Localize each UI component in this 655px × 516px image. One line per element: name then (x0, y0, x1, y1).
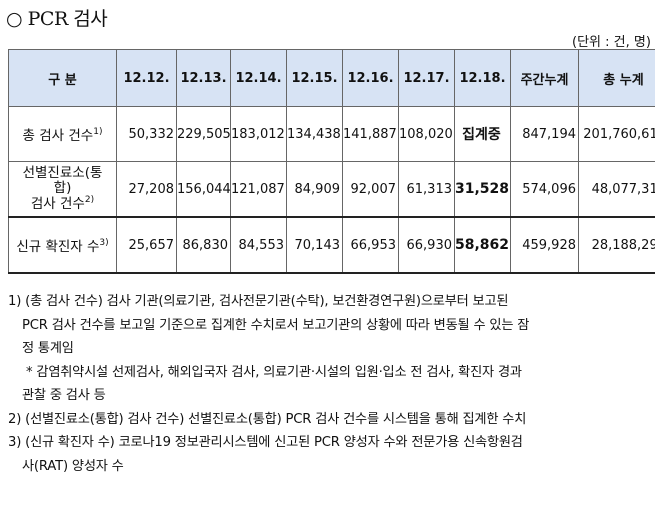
table-cell: 86,830 (176, 216, 231, 274)
footnote-1-line: 정 통계임 (22, 341, 74, 356)
table-row: 총 검사 건수1) 50,332 229,505 183,012 134,438… (8, 106, 655, 162)
footnote-3-line: 사(RAT) 양성자 수 (22, 458, 124, 474)
header-cell-date: 12.16. (342, 49, 399, 107)
footnote-1-line: 1) (총 검사 건수) 검사 기관(의료기관, 검사전문기관(수탁), 보건환… (8, 294, 509, 309)
footnote-1-line: PCR 검사 건수를 보고일 기준으로 집계한 수치로서 보고기관의 상황에 따… (22, 317, 530, 333)
row-label-new-cases: 신규 확진자 수3) (8, 216, 117, 274)
table-cell: 25,657 (116, 216, 177, 274)
table-cell-highlight: 31,528 (454, 161, 511, 218)
table-cell: 134,438 (286, 106, 343, 162)
table-cell: 847,194 (510, 106, 579, 162)
header-cell-date: 12.12. (116, 49, 177, 107)
unit-label: (단위 : 건, 명) (572, 35, 651, 50)
header-cell-weekly-total: 주간누계 (510, 49, 579, 107)
table-cell: 459,928 (510, 216, 579, 274)
table-cell: 66,930 (398, 216, 455, 274)
table-cell: 183,012 (230, 106, 287, 162)
table-cell-pending: 집계중 (454, 106, 511, 162)
table-cell: 201,760,615 (578, 106, 655, 162)
header-cell-date: 12.14. (230, 49, 287, 107)
section-title: ○ PCR 검사 (6, 8, 108, 30)
header-cell-date: 12.18. (454, 49, 511, 107)
footnote-3-line: 3) (신규 확진자 수) 코로나19 정보관리시스템에 신고된 PCR 양성자… (8, 435, 523, 450)
table-cell: 61,313 (398, 161, 455, 218)
table-cell: 108,020 (398, 106, 455, 162)
footnote-2: 2) (선별진료소(통합) 검사 건수) 선별진료소(통합) PCR 검사 건수… (8, 411, 527, 427)
header-cell-date: 12.17. (398, 49, 455, 107)
table-cell: 156,044 (176, 161, 231, 218)
table-cell: 48,077,311 (578, 161, 655, 218)
footnotes: 1) (총 검사 건수) 검사 기관(의료기관, 검사전문기관(수탁), 보건환… (8, 290, 655, 478)
header-cell-date: 12.15. (286, 49, 343, 107)
table-cell: 229,505 (176, 106, 231, 162)
table-cell: 84,909 (286, 161, 343, 218)
table-cell: 70,143 (286, 216, 343, 274)
header-cell-category: 구 분 (8, 49, 117, 107)
header-row: 구 분 12.12. 12.13. 12.14. 12.15. 12.16. 1… (8, 49, 655, 107)
table-cell: 84,553 (230, 216, 287, 274)
table-cell: 66,953 (342, 216, 399, 274)
table-row: 신규 확진자 수3) 25,657 86,830 84,553 70,143 6… (8, 216, 655, 274)
row-label-total-tests: 총 검사 건수1) (8, 106, 117, 162)
table-cell: 50,332 (116, 106, 177, 162)
table-cell: 28,188,293 (578, 216, 655, 274)
footnote-star-line: * 감염취약시설 선제검사, 해외입국자 검사, 의료기관·시설의 입원·입소 … (26, 364, 522, 380)
table-cell: 27,208 (116, 161, 177, 218)
table-cell: 121,087 (230, 161, 287, 218)
table-cell-highlight: 58,862 (454, 216, 511, 274)
table-cell: 141,887 (342, 106, 399, 162)
header-cell-grand-total: 총 누계 (578, 49, 655, 107)
row-label-screening-tests: 선별진료소(통 합) 검사 건수2) (8, 161, 117, 218)
pcr-test-table: 구 분 12.12. 12.13. 12.14. 12.15. 12.16. 1… (8, 49, 655, 274)
footnote-star-line: 관찰 중 검사 등 (22, 388, 106, 403)
header-cell-date: 12.13. (176, 49, 231, 107)
table-cell: 574,096 (510, 161, 579, 218)
table-row: 선별진료소(통 합) 검사 건수2) 27,208 156,044 121,08… (8, 161, 655, 218)
table-cell: 92,007 (342, 161, 399, 218)
